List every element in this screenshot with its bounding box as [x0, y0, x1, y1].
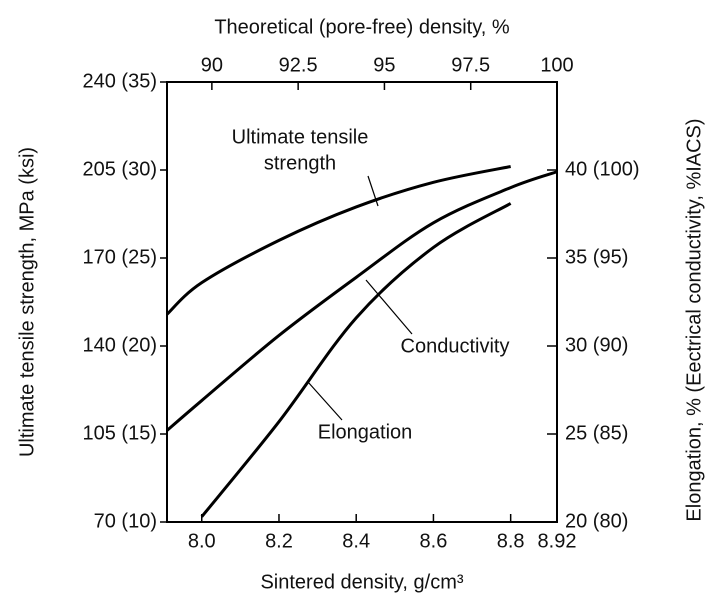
- series-line: [200, 202, 512, 518]
- y-axis-title: Ultimate tensile strength, MPa (ksi): [16, 147, 38, 457]
- x-tick-label: 8.92: [538, 530, 577, 552]
- x-tick-label: 8.6: [420, 530, 448, 552]
- y-tick-label: 240 (35): [83, 70, 158, 92]
- series-line: [166, 170, 558, 432]
- y2-tick-label: 20 (80): [565, 510, 628, 532]
- series-line: [165, 165, 511, 316]
- x2-tick-label: 92.5: [279, 54, 318, 76]
- x-tick-label: 8.4: [342, 530, 370, 552]
- y-tick-label: 140 (20): [83, 334, 158, 356]
- annotation: Conductivity: [401, 335, 510, 357]
- plot-frame: [166, 81, 558, 523]
- y2-tick-label: 30 (90): [565, 334, 628, 356]
- x-tick-label: 8.0: [188, 530, 216, 552]
- annotation: Elongation: [318, 421, 413, 443]
- y-tick-label: 105 (15): [83, 422, 158, 444]
- y-tick-label: 70 (10): [94, 510, 157, 532]
- y2-axis-title: Elongation, % (Eectrical conductivity, %…: [683, 118, 705, 521]
- x2-tick-label: 97.5: [451, 54, 490, 76]
- x2-tick-label: 100: [540, 54, 573, 76]
- x-tick-label: 8.2: [265, 530, 293, 552]
- annotation: strength: [264, 152, 336, 174]
- y2-tick-label: 35 (95): [565, 246, 628, 268]
- x-tick-label: 8.8: [497, 530, 525, 552]
- top-axis-title: Theoretical (pore-free) density, %: [214, 16, 510, 38]
- y2-tick-label: 40 (100): [565, 158, 640, 180]
- leader-line: [307, 381, 343, 421]
- y-tick-label: 205 (30): [83, 158, 158, 180]
- y2-tick-label: 25 (85): [565, 422, 628, 444]
- x2-tick-label: 95: [373, 54, 395, 76]
- x-axis-title: Sintered density, g/cm³: [260, 571, 463, 593]
- x2-tick-label: 90: [201, 54, 223, 76]
- y-tick-label: 170 (25): [83, 246, 158, 268]
- leader-line: [365, 279, 413, 335]
- annotation: Ultimate tensile: [232, 126, 369, 148]
